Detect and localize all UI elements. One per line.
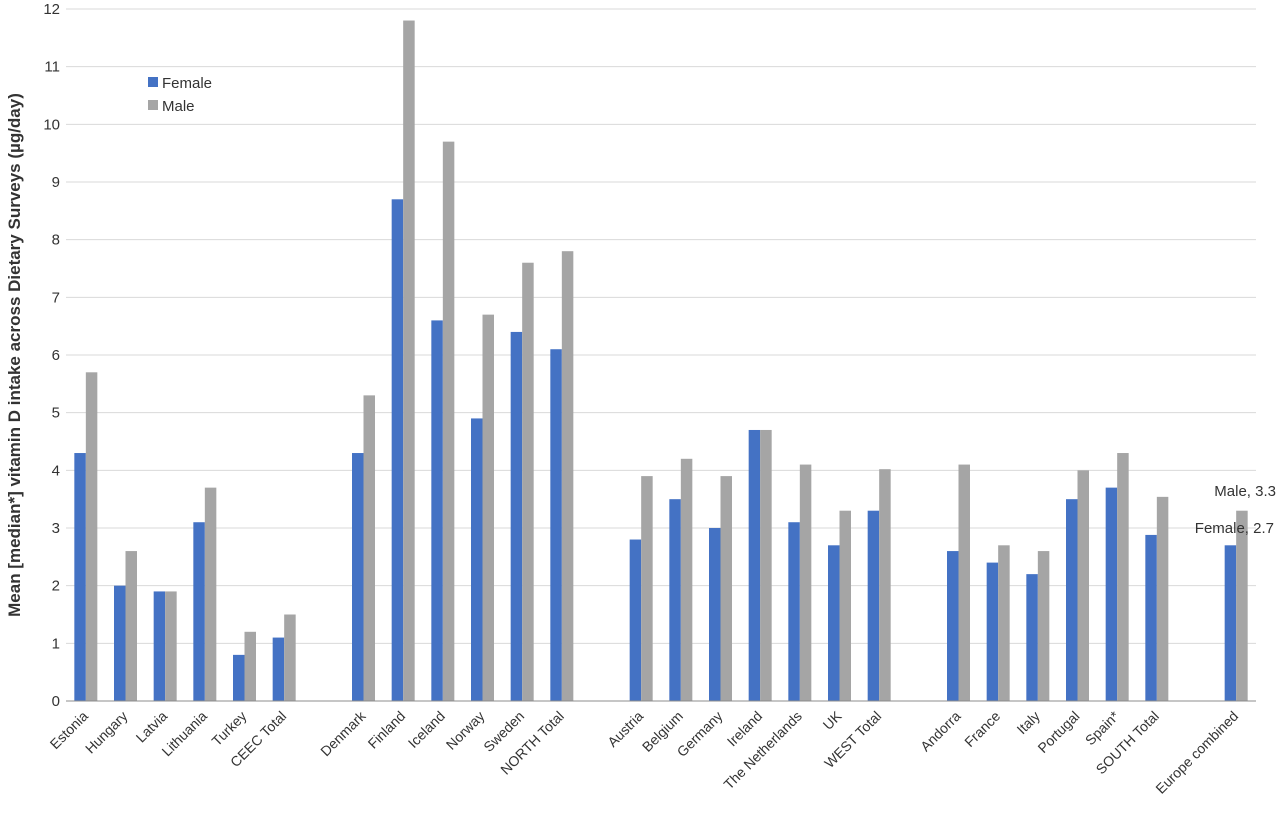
bars [74,20,1248,702]
bar-male [1117,453,1129,701]
bar-female [788,522,800,701]
bar-female [431,320,443,701]
y-tick-label: 12 [43,1,60,18]
bar-female [193,522,205,701]
x-tick-label: Portugal [1034,708,1082,756]
y-tick-label: 7 [52,289,60,306]
x-tick-label: Andorra [917,708,964,755]
bar-male [839,510,851,701]
y-tick-label: 8 [52,232,60,249]
bar-female [153,591,166,701]
bar-female [828,545,840,701]
y-tick-label: 3 [52,520,60,537]
bar-male [204,487,217,701]
bar-female [709,528,721,701]
bar-male [442,141,455,701]
x-tick-label: France [961,708,1003,750]
x-tick-label: Finland [365,708,409,752]
y-tick-label: 10 [43,116,60,133]
bar-male [403,20,415,701]
bar-female [233,654,245,701]
bar-female [748,429,761,701]
bar-female [391,199,404,702]
bar-female [74,453,86,701]
data-annotations: Male, 3.3 Female, 2.7 [1195,483,1276,537]
bar-female [1145,534,1157,701]
bar-male [1037,551,1050,701]
y-tick-label: 2 [52,578,60,595]
bar-female [272,637,285,701]
legend-label-male: Male [162,98,195,115]
legend-label-female: Female [162,75,212,92]
y-axis-label: Mean [median*] vitamin D intake across D… [5,93,24,617]
bar-male [641,476,653,701]
legend-swatch-male [148,100,158,110]
annotation-female-europe: Female, 2.7 [1195,520,1274,537]
y-tick-label: 4 [52,462,60,479]
y-tick-label: 9 [52,174,60,191]
legend: Female Male [148,75,212,115]
bar-female [510,331,523,701]
bar-female [947,551,959,701]
bar-male [1156,496,1169,701]
bar-male [85,372,98,701]
x-tick-label: UK [820,707,846,733]
bar-male [720,476,732,701]
bar-female [1224,545,1237,701]
bar-female [629,539,642,701]
bar-female [550,349,562,701]
bar-male [165,591,177,701]
bar-female [669,499,681,701]
bar-male [680,458,693,701]
x-tick-label: Latvia [133,708,171,746]
bar-male [799,464,812,701]
x-tick-label: Iceland [405,708,448,751]
bar-male [522,262,534,701]
bar-male [1077,470,1089,701]
bar-male [363,395,375,701]
bar-male [244,631,256,701]
x-tick-label: Europe combined [1152,708,1241,797]
annotation-male-europe: Male, 3.3 [1214,483,1276,500]
bar-female [352,453,364,701]
bar-female [471,418,483,701]
bar-female [1105,487,1118,701]
x-tick-label: Denmark [317,707,369,759]
bar-male [958,464,970,701]
bar-female [867,510,880,701]
y-tick-label: 11 [44,59,60,76]
y-tick-label: 1 [52,635,60,652]
bar-female [986,562,999,701]
bar-male [879,469,891,701]
x-tick-label: Norway [443,708,488,753]
y-tick-label: 6 [52,347,60,364]
bar-male [284,614,296,701]
bar-male [482,314,494,701]
bar-male [1236,510,1248,701]
x-tick-label: Italy [1013,708,1042,737]
bar-male [125,551,137,701]
bar-female [1026,574,1038,701]
gridlines [66,8,1256,644]
bar-male [998,545,1010,701]
y-tick-label: 0 [52,693,60,710]
bar-female [114,585,126,701]
y-tick-label: 5 [52,405,60,422]
legend-swatch-female [148,77,158,87]
bar-male [561,251,574,701]
bar-female [1066,499,1078,701]
bar-male [760,429,772,701]
x-tick-label: Hungary [82,708,131,757]
